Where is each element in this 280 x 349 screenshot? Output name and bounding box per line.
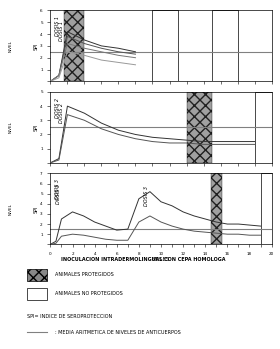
Text: : MEDIA ARITMETICA DE NIVELES DE ANTICUERPOS: : MEDIA ARITMETICA DE NIVELES DE ANTICUE…: [55, 329, 181, 335]
Bar: [153, 10, 178, 81]
Text: SPI= INDICE DE SEROPROTECCION: SPI= INDICE DE SEROPROTECCION: [27, 313, 112, 319]
Text: INOCULACION INTRADERMOLINGUAL CON CEPA HOMOLOGA: INOCULACION INTRADERMOLINGUAL CON CEPA H…: [60, 257, 225, 262]
FancyBboxPatch shape: [27, 288, 48, 300]
Text: NIVEL: NIVEL: [9, 40, 13, 52]
Bar: [212, 10, 237, 81]
Bar: [211, 173, 222, 244]
Y-axis label: SPI: SPI: [34, 205, 39, 213]
Text: NIVEL: NIVEL: [9, 203, 13, 215]
Text: ANIMALES NO PROTEGIDOS: ANIMALES NO PROTEGIDOS: [55, 291, 123, 296]
Bar: [260, 173, 272, 244]
Text: NIVEL: NIVEL: [9, 121, 13, 133]
Text: DOSIS 1: DOSIS 1: [59, 21, 64, 41]
FancyBboxPatch shape: [27, 269, 48, 281]
Text: DOSIS 2: DOSIS 2: [55, 98, 60, 118]
Bar: [186, 92, 212, 163]
Text: DOSIS 3: DOSIS 3: [56, 184, 61, 204]
Text: DOSIS 3: DOSIS 3: [144, 186, 150, 206]
Text: DOSIS 3: DOSIS 3: [55, 179, 60, 199]
Bar: [64, 10, 85, 81]
Y-axis label: SPI: SPI: [34, 42, 39, 50]
X-axis label: MESES: MESES: [152, 257, 170, 262]
Text: ANIMALES PROTEGIDOS: ANIMALES PROTEGIDOS: [55, 272, 114, 277]
Text: DOSIS 1: DOSIS 1: [55, 16, 60, 36]
Bar: [255, 92, 272, 163]
Text: DOSIS 2: DOSIS 2: [59, 103, 64, 122]
Y-axis label: SPI: SPI: [34, 124, 39, 131]
